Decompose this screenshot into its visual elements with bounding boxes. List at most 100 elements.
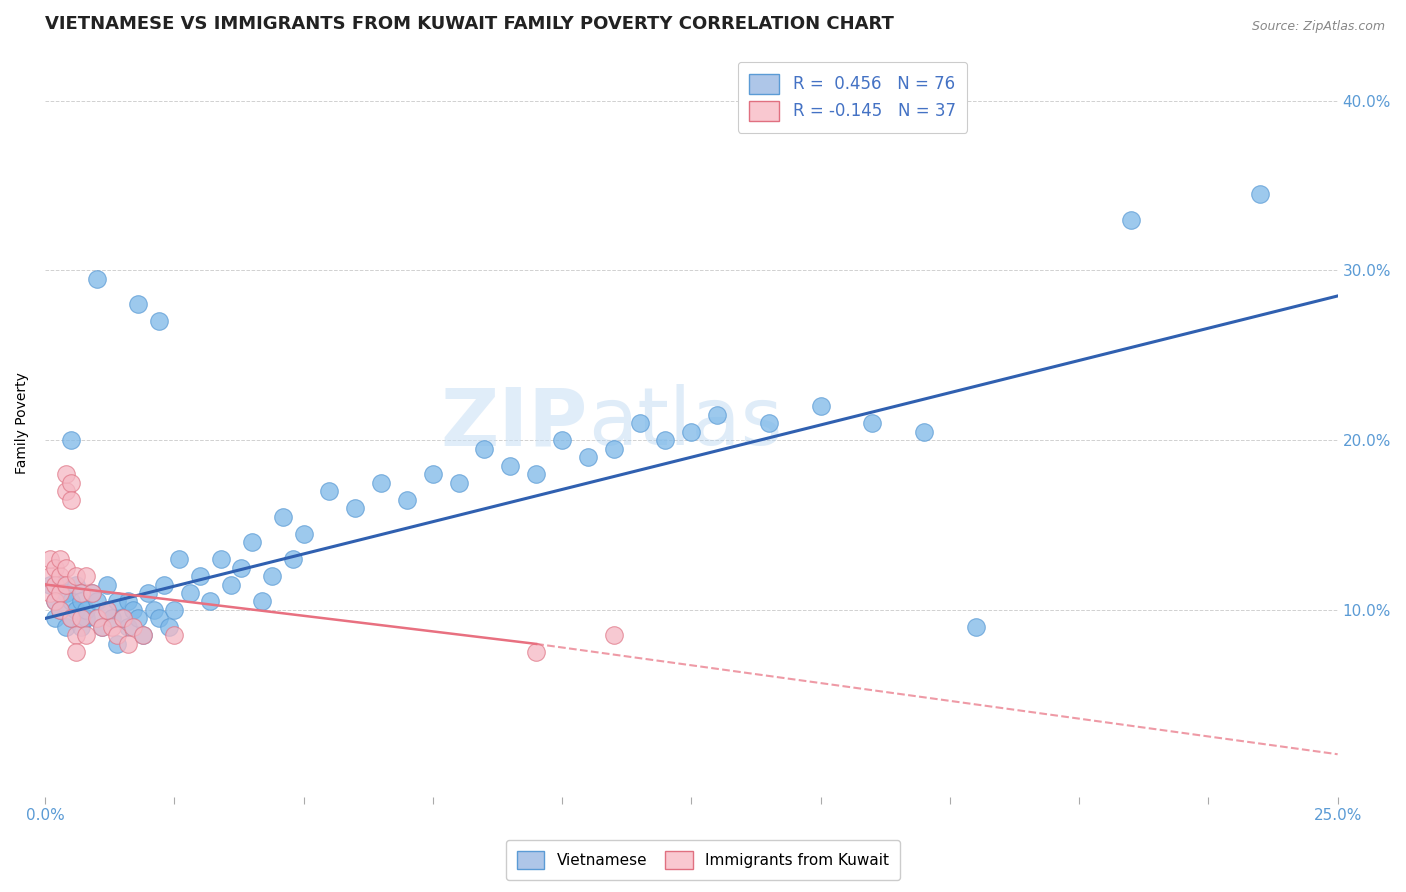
Point [551, 434, 574, 448]
Point [810, 399, 832, 413]
Point [39, 552, 62, 566]
Legend: Vietnamese, Immigrants from Kuwait: Vietnamese, Immigrants from Kuwait [506, 840, 900, 880]
Point [179, 586, 201, 600]
Point [271, 509, 294, 524]
Point [148, 611, 170, 625]
Point [44, 594, 66, 608]
Point [318, 484, 340, 499]
Point [262, 569, 284, 583]
Text: VIETNAMESE VS IMMIGRANTS FROM KUWAIT FAMILY POVERTY CORRELATION CHART: VIETNAMESE VS IMMIGRANTS FROM KUWAIT FAM… [45, 15, 894, 33]
Point [163, 628, 186, 642]
Point [59, 611, 82, 625]
Point [75, 628, 97, 642]
Point [49, 603, 72, 617]
Point [231, 560, 253, 574]
Point [117, 594, 139, 608]
Point [422, 467, 444, 482]
Point [628, 416, 651, 430]
Point [55, 484, 77, 499]
Point [127, 611, 149, 625]
Point [122, 620, 145, 634]
Point [654, 434, 676, 448]
Point [90, 620, 112, 634]
Point [55, 577, 77, 591]
Point [758, 416, 780, 430]
Point [965, 620, 987, 634]
Point [105, 628, 128, 642]
Point [44, 577, 66, 591]
Point [59, 434, 82, 448]
Point [157, 620, 180, 634]
Point [59, 475, 82, 490]
Point [105, 637, 128, 651]
Point [188, 569, 211, 583]
Point [681, 425, 703, 439]
Point [344, 501, 367, 516]
Point [80, 586, 103, 600]
Point [101, 611, 124, 625]
Point [1249, 187, 1271, 202]
Point [132, 628, 155, 642]
Text: atlas: atlas [588, 384, 782, 462]
Point [111, 611, 134, 625]
Point [111, 611, 134, 625]
Point [39, 586, 62, 600]
Point [169, 552, 191, 566]
Point [70, 594, 93, 608]
Point [86, 611, 108, 625]
Point [142, 603, 165, 617]
Text: ZIP: ZIP [440, 384, 588, 462]
Point [65, 577, 87, 591]
Point [105, 594, 128, 608]
Text: Source: ZipAtlas.com: Source: ZipAtlas.com [1251, 20, 1385, 33]
Legend: R =  0.456   N = 76, R = -0.145   N = 37: R = 0.456 N = 76, R = -0.145 N = 37 [738, 62, 967, 133]
Point [86, 594, 108, 608]
Point [292, 526, 315, 541]
Point [59, 594, 82, 608]
Point [59, 611, 82, 625]
Point [219, 577, 242, 591]
Point [70, 611, 93, 625]
Point [59, 492, 82, 507]
Point [44, 560, 66, 574]
Point [200, 594, 222, 608]
Point [96, 603, 118, 617]
Point [117, 620, 139, 634]
Point [75, 569, 97, 583]
Point [524, 467, 547, 482]
Point [96, 577, 118, 591]
Point [65, 645, 87, 659]
Point [138, 586, 160, 600]
Point [86, 272, 108, 286]
Point [474, 442, 496, 456]
Point [148, 314, 170, 328]
Point [499, 458, 522, 473]
Point [860, 416, 883, 430]
Point [49, 586, 72, 600]
Point [395, 492, 418, 507]
Point [55, 467, 77, 482]
Point [55, 586, 77, 600]
Point [576, 450, 599, 465]
Point [209, 552, 232, 566]
Point [55, 620, 77, 634]
Point [75, 603, 97, 617]
Point [283, 552, 305, 566]
Point [39, 577, 62, 591]
Point [44, 611, 66, 625]
Point [603, 628, 626, 642]
Point [70, 620, 93, 634]
Point [96, 603, 118, 617]
Point [49, 552, 72, 566]
Point [1119, 212, 1142, 227]
Point [603, 442, 626, 456]
Point [44, 594, 66, 608]
Point [163, 603, 186, 617]
Point [240, 535, 263, 549]
Point [912, 425, 935, 439]
Point [153, 577, 176, 591]
Point [90, 620, 112, 634]
Point [39, 569, 62, 583]
Point [132, 628, 155, 642]
Point [447, 475, 470, 490]
